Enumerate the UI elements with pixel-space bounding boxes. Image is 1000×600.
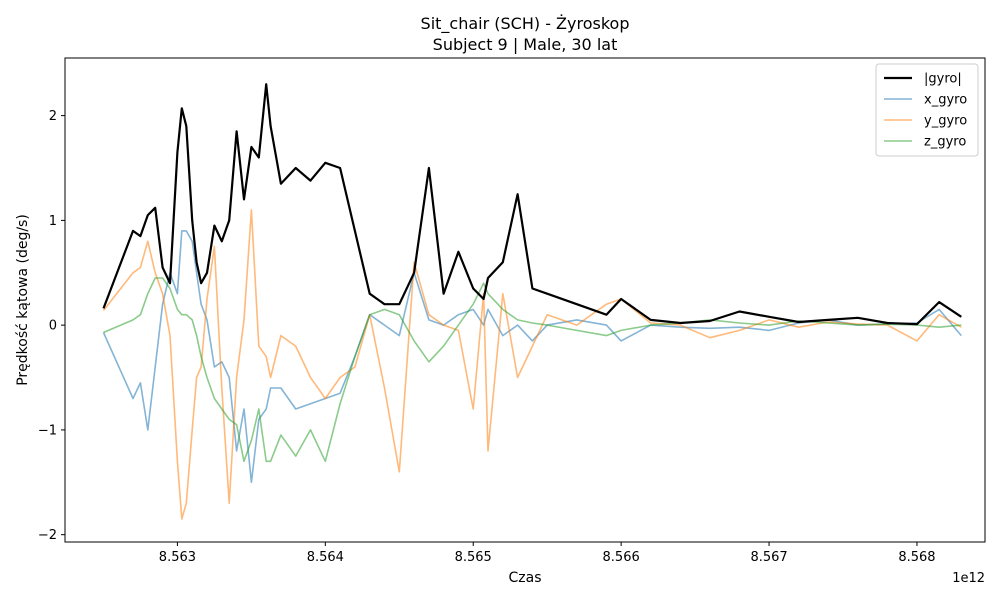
y-axis-label: Prędkość kątowa (deg/s) [15,214,31,386]
y-tick-label: 1 [49,214,57,229]
x-tick-label: 8.567 [750,550,787,565]
x-tick-label: 8.563 [159,550,196,565]
x-tick-label: 8.564 [307,550,344,565]
chart-subtitle: Subject 9 | Male, 30 lat [433,35,618,54]
legend-label: x_gyro [924,93,967,108]
x-tick-label: 8.566 [603,550,640,565]
x-axis: 8.563 8.564 8.565 8.566 8.567 8.568 [159,542,936,565]
y-axis: −2 −1 0 1 2 [38,109,65,543]
x-tick-label: 8.565 [455,550,492,565]
series-line-y-gyro [102,209,962,520]
y-tick-label: 0 [49,319,57,334]
y-tick-label: 2 [49,109,57,124]
x-axis-offset-label: 1e12 [952,571,985,586]
x-tick-label: 8.568 [898,550,935,565]
series-line-z-gyro [103,277,962,463]
chart-title: Sit_chair (SCH) - Żyroskop [421,14,630,34]
legend: |gyro| x_gyro y_gyro z_gyro [875,63,979,157]
y-tick-label: −2 [38,528,57,543]
legend-label: y_gyro [924,114,967,129]
plot-area [102,83,962,520]
x-axis-label: Czas [509,570,542,586]
legend-box [875,63,979,157]
legend-label: z_gyro [924,135,966,150]
legend-label: |gyro| [924,72,962,87]
series-line-gyro [102,83,962,326]
plot-frame [64,57,986,543]
y-tick-label: −1 [38,423,57,438]
